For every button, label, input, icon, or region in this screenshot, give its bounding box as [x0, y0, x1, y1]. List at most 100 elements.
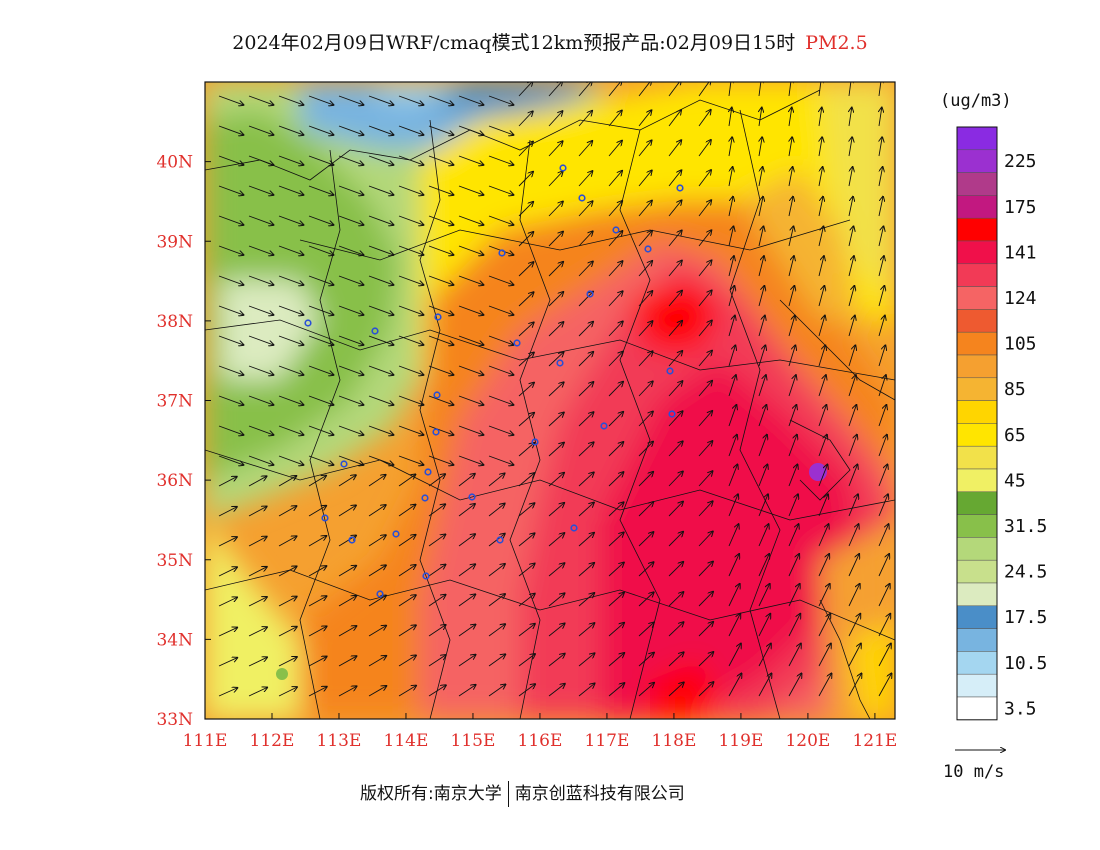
wind-arrow [218, 275, 243, 285]
wind-arrow [278, 125, 303, 135]
wind-arrow [488, 504, 505, 517]
lon-tick-label: 113E [317, 731, 362, 751]
wind-arrow [308, 596, 326, 607]
wind-arrow [218, 245, 243, 255]
wind-arrow [458, 305, 483, 315]
wind-arrow [458, 365, 483, 375]
wind-arrow [698, 260, 711, 277]
wind-arrow [848, 674, 861, 697]
wind-arrow [848, 554, 859, 577]
wind-arrow [728, 644, 741, 667]
wind-arrow [848, 524, 859, 547]
wind-arrow [758, 614, 770, 637]
wind-arrow [248, 395, 273, 405]
wind-arrow [308, 335, 333, 345]
wind-arrow [788, 375, 796, 397]
legend-swatch [956, 628, 998, 652]
wind-arrow [518, 232, 533, 247]
wind-arrow [548, 82, 562, 97]
station-marker [531, 438, 539, 446]
wind-arrow [338, 596, 356, 607]
wind-arrow [788, 226, 793, 247]
wind-arrow [248, 567, 267, 577]
wind-arrow [398, 655, 416, 667]
wind-arrow [308, 155, 333, 165]
title-main: 2024年02月09日WRF/cmaq模式12km预报产品:02月09日15时 [232, 32, 796, 54]
wind-arrow [848, 584, 860, 607]
wind-arrow [278, 687, 297, 697]
wind-arrow [278, 215, 303, 225]
wind-arrow [668, 502, 683, 517]
wind-arrow [848, 316, 855, 337]
wind-arrow [668, 441, 683, 457]
wind-arrow [518, 564, 535, 577]
wind-arrow [788, 286, 794, 307]
wind-arrow [668, 652, 684, 667]
wind-arrow [608, 623, 624, 637]
wind-arrow [308, 125, 333, 135]
wind-arrow [878, 674, 891, 697]
lon-tick-label: 115E [451, 731, 496, 751]
wind-arrow [368, 95, 393, 105]
wind-arrow [698, 200, 711, 217]
wind-arrow [759, 108, 762, 127]
wind-arrow [578, 593, 594, 607]
wind-arrow [368, 425, 393, 435]
wind-arrow [248, 425, 273, 435]
wind-arrow [638, 472, 653, 487]
wind-arrow [698, 411, 712, 427]
wind-arrow [428, 125, 453, 135]
wind-arrow [338, 95, 363, 105]
wind-arrow [758, 435, 767, 457]
lon-tick-label: 120E [785, 731, 830, 751]
wind-arrow [608, 231, 622, 247]
wind-arrow [638, 592, 654, 607]
wind-arrow [338, 365, 363, 375]
wind-arrow [368, 185, 393, 195]
lat-tick-label: 40N [156, 153, 193, 173]
wind-arrow [488, 275, 513, 285]
station-marker [570, 524, 578, 532]
wind-arrow [729, 82, 731, 97]
wind-arrow [878, 375, 886, 397]
wind-arrow [248, 245, 273, 255]
wind-arrow [819, 108, 822, 127]
station-marker [371, 327, 379, 335]
wind-arrow [818, 256, 824, 277]
wind-arrow [278, 657, 297, 667]
wind-arrow [518, 503, 534, 517]
wind-arrow [368, 686, 386, 697]
wind-arrow [728, 584, 740, 607]
wind-arrow [428, 565, 445, 577]
wind-arrow [308, 395, 333, 405]
legend-swatch [956, 559, 998, 584]
wind-arrow [488, 473, 505, 487]
wind-arrow [488, 215, 513, 225]
wind-arrow [878, 554, 889, 577]
wind-arrow [608, 683, 624, 697]
wind-arrow [458, 655, 475, 667]
wind-vectors [218, 82, 891, 697]
wind-arrow [338, 155, 363, 165]
wind-arrow [879, 108, 882, 127]
wind-arrow [608, 472, 623, 487]
wind-arrow [788, 167, 793, 187]
wind-arrow [788, 524, 799, 547]
station-marker [644, 245, 652, 253]
wind-arrow [818, 494, 828, 517]
wind-arrow [458, 594, 475, 607]
wind-arrow [518, 654, 535, 667]
wind-arrow [578, 171, 592, 187]
wind-arrow [218, 185, 243, 195]
wind-arrow [578, 472, 594, 487]
wind-arrow [368, 455, 393, 465]
wind-arrow [668, 110, 681, 127]
wind-arrow [788, 197, 793, 217]
legend-label: 85 [1004, 379, 1026, 400]
wind-arrow [668, 291, 682, 307]
wind-arrow [638, 261, 652, 277]
wind-arrow [758, 226, 763, 247]
wind-arrow [548, 503, 564, 517]
wind-arrow [428, 474, 445, 487]
wind-arrow [308, 566, 326, 577]
